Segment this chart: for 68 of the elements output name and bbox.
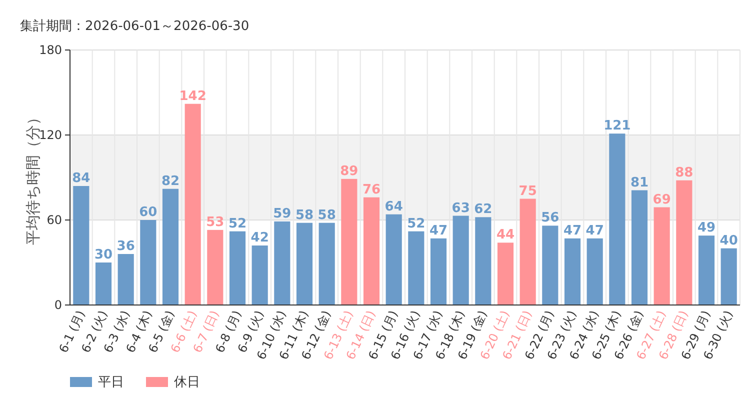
bar	[118, 254, 134, 305]
data-label: 76	[362, 182, 381, 198]
y-tick-label: 120	[39, 128, 62, 142]
data-label: 84	[72, 171, 90, 186]
bar	[252, 246, 268, 305]
data-label: 89	[340, 164, 358, 179]
bar	[475, 217, 492, 305]
chart-title: 集計期間：2026-06-01～2026-06-30	[20, 19, 250, 34]
legend-label: 平日	[98, 375, 124, 390]
data-label: 58	[318, 208, 336, 223]
bar	[386, 214, 402, 305]
y-tick-label: 0	[54, 298, 62, 312]
bar	[318, 222, 335, 305]
data-label: 47	[563, 223, 582, 238]
bar	[676, 180, 692, 305]
bar	[229, 231, 246, 305]
bar	[698, 236, 715, 305]
data-label: 36	[116, 239, 135, 254]
bar	[73, 186, 90, 305]
data-label: 42	[250, 230, 269, 246]
bar	[363, 197, 380, 305]
bar	[207, 230, 224, 305]
data-label: 30	[94, 248, 113, 262]
y-tick-label: 180	[39, 43, 62, 57]
y-axis-title: 平均待ち時間（分）	[24, 110, 42, 245]
y-tick-label: 60	[46, 213, 62, 227]
bar	[296, 222, 313, 305]
bar	[341, 178, 358, 305]
data-label: 56	[541, 210, 560, 226]
data-label: 52	[407, 216, 426, 232]
data-label: 53	[206, 214, 224, 230]
data-label: 63	[452, 200, 470, 216]
bar	[720, 248, 737, 305]
data-label: 52	[228, 216, 247, 232]
data-label: 58	[295, 208, 314, 223]
data-label: 62	[474, 202, 492, 218]
data-label: 49	[697, 220, 716, 236]
data-label: 88	[675, 165, 694, 180]
data-label: 40	[720, 233, 738, 248]
bar	[542, 226, 558, 305]
bar	[564, 238, 581, 305]
bar	[497, 242, 514, 305]
bar	[631, 190, 648, 305]
legend-label: 休日	[174, 375, 200, 390]
bar	[140, 220, 156, 305]
data-label: 75	[518, 184, 537, 199]
bar	[162, 188, 179, 305]
bar	[609, 134, 626, 305]
data-label: 59	[273, 206, 292, 222]
data-label: 82	[161, 174, 180, 189]
data-label: 142	[179, 88, 206, 104]
bar	[520, 198, 536, 305]
bar	[430, 238, 447, 305]
data-label: 121	[604, 118, 631, 134]
data-label: 64	[384, 199, 403, 214]
data-label: 81	[630, 175, 649, 190]
bar	[452, 216, 469, 305]
data-label: 47	[429, 223, 448, 238]
bar	[274, 221, 290, 305]
bar	[654, 207, 670, 305]
bar	[586, 238, 603, 305]
bar	[408, 231, 424, 305]
data-label: 69	[652, 192, 671, 208]
bar	[95, 262, 112, 305]
data-label: 47	[586, 223, 604, 238]
data-label: 60	[139, 205, 158, 220]
bar	[184, 104, 201, 305]
data-label: 44	[496, 228, 515, 243]
